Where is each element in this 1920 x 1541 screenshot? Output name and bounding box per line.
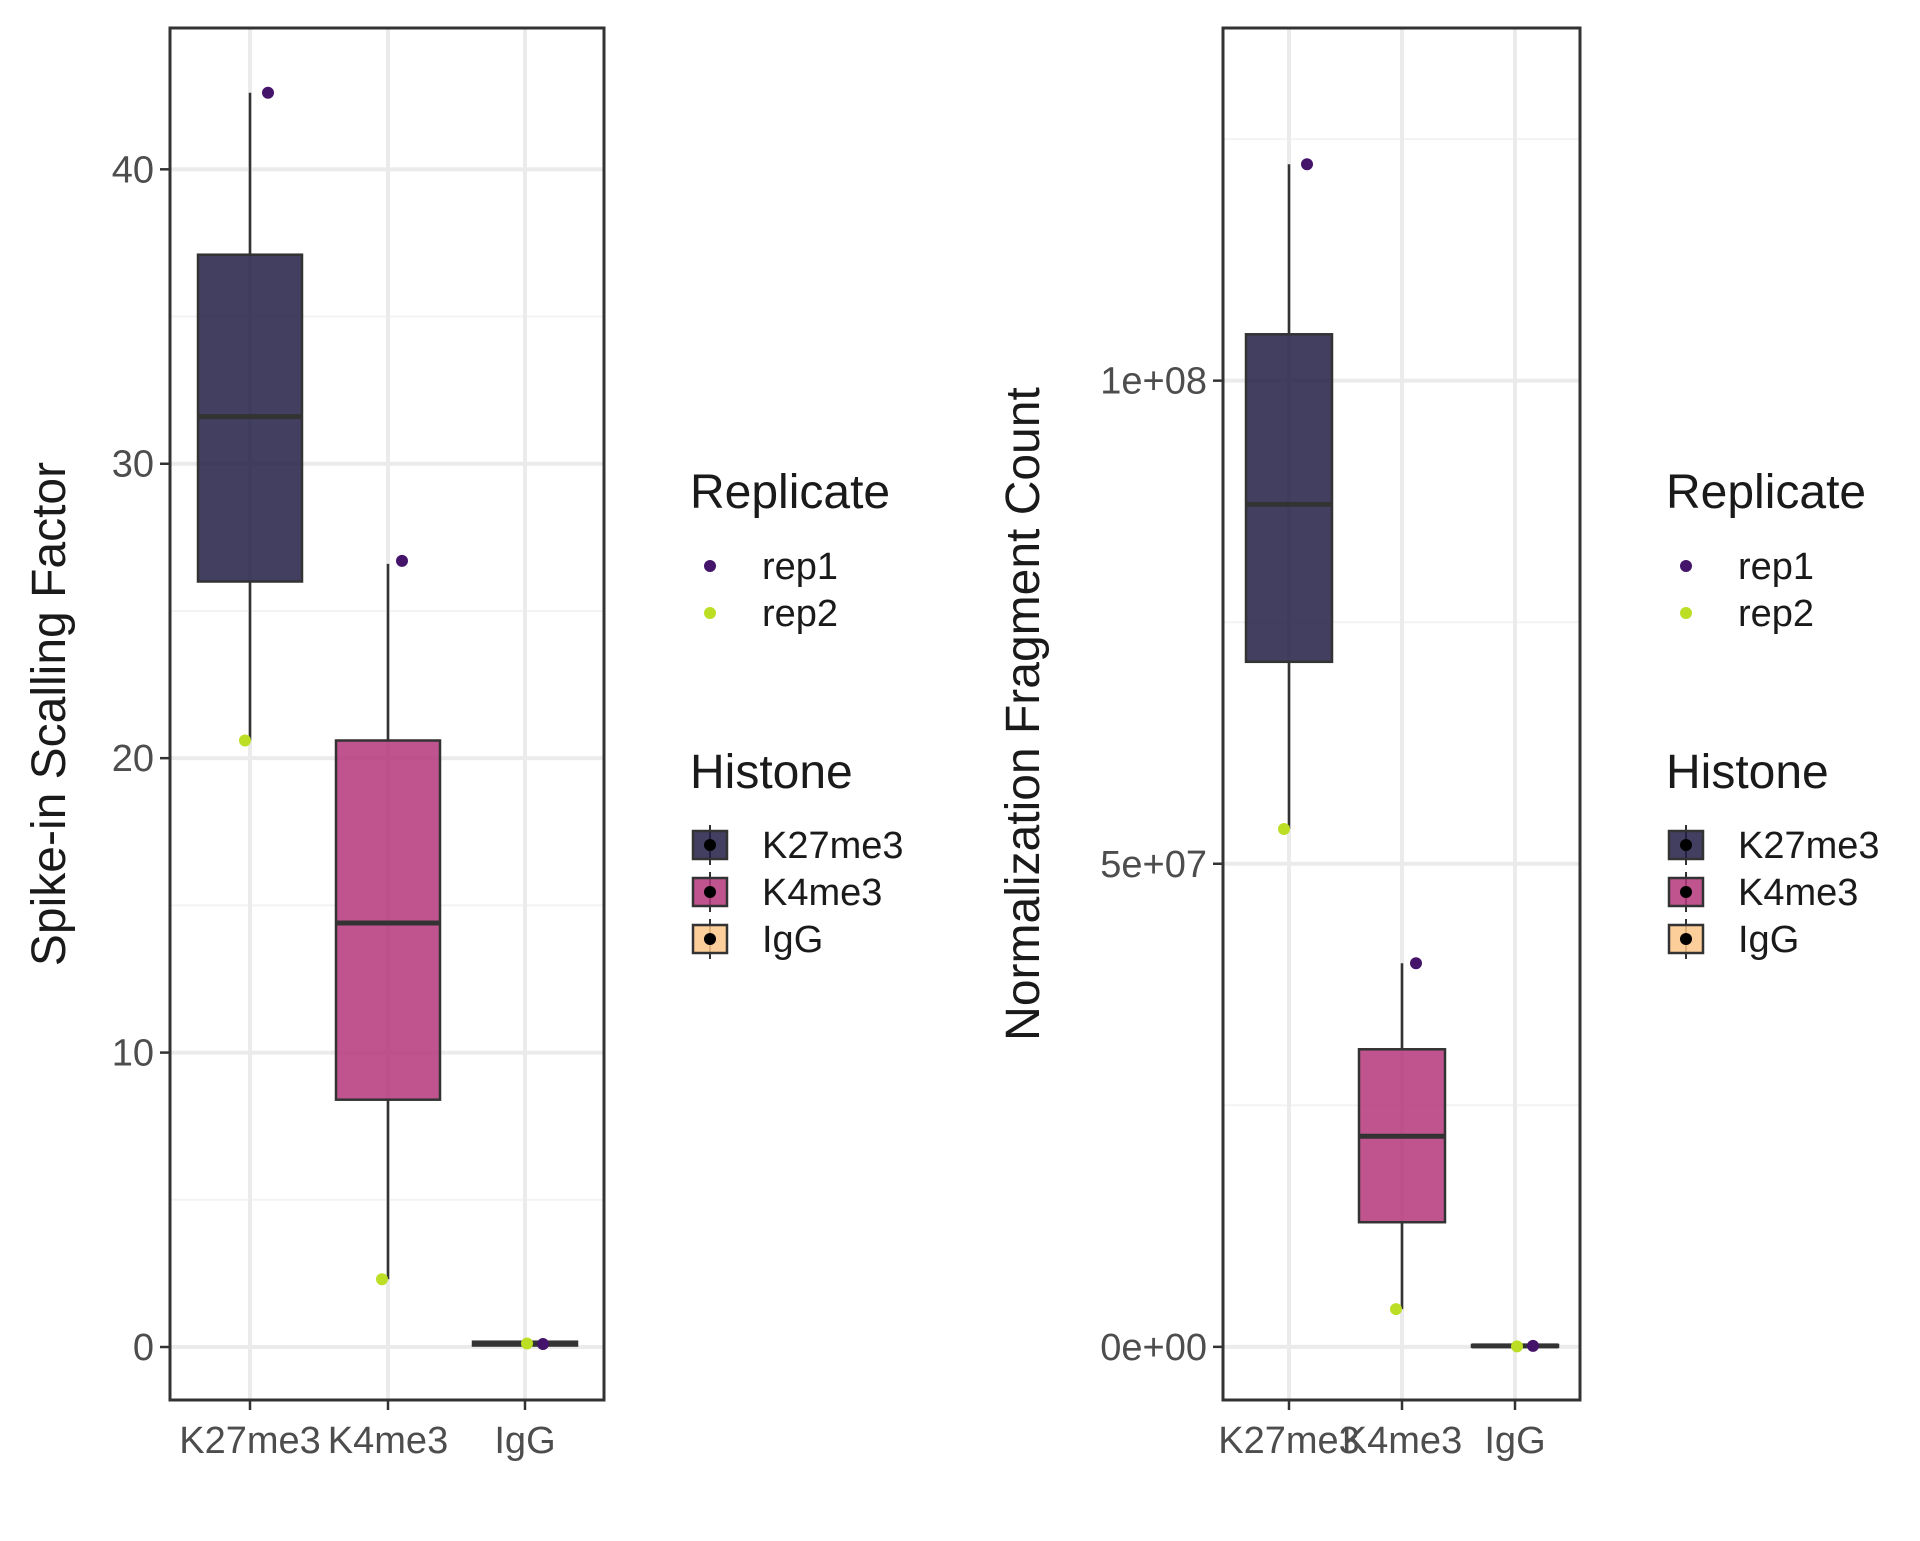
y-tick-label: 0 bbox=[133, 1327, 154, 1369]
y-tick-label: 30 bbox=[112, 444, 154, 486]
box-k27me3 bbox=[1244, 333, 1334, 664]
data-point-rep1 bbox=[1527, 1339, 1539, 1352]
data-point-rep2 bbox=[521, 1337, 533, 1350]
legend-key-rep1 bbox=[704, 560, 716, 572]
data-point-rep2 bbox=[1511, 1340, 1523, 1353]
y-tick-label: 0e+00 bbox=[1100, 1327, 1207, 1369]
legend-label-igg: IgG bbox=[762, 919, 823, 961]
y-tick-label: 40 bbox=[112, 149, 154, 191]
x-tick-label: K27me3 bbox=[1218, 1420, 1360, 1462]
legend-label-k4me3: K4me3 bbox=[762, 872, 882, 914]
legend-key-point bbox=[1680, 933, 1692, 945]
legend-key-point bbox=[704, 886, 716, 898]
legend-title-histone: Histone bbox=[1666, 746, 1829, 799]
data-point-rep1 bbox=[396, 554, 408, 567]
y-tick-label: 10 bbox=[112, 1033, 154, 1075]
legend-label-rep2: rep2 bbox=[1738, 593, 1814, 635]
legend-key-point bbox=[704, 933, 716, 945]
legend-label-igg: IgG bbox=[1738, 919, 1799, 961]
y-tick-label: 1e+08 bbox=[1100, 361, 1207, 403]
legend-label-rep2: rep2 bbox=[762, 593, 838, 635]
y-axis-title: Normalization Fragment Count bbox=[997, 387, 1050, 1041]
legend-title-replicate: Replicate bbox=[1666, 466, 1866, 519]
y-axis-title: Spike-in Scalling Factor bbox=[23, 462, 76, 966]
legend-key-point bbox=[1680, 886, 1692, 898]
x-tick-label: K27me3 bbox=[179, 1420, 321, 1462]
y-tick-label: 5e+07 bbox=[1100, 844, 1207, 886]
legend-key-rep2 bbox=[1680, 607, 1692, 619]
legend-label-k27me3: K27me3 bbox=[762, 825, 904, 867]
legend-key-point bbox=[1680, 839, 1692, 851]
x-tick-label: IgG bbox=[1484, 1420, 1545, 1462]
legend-key-rep2 bbox=[704, 607, 716, 619]
legend-key-point bbox=[704, 839, 716, 851]
legend-label-rep1: rep1 bbox=[1738, 546, 1814, 588]
legend-key-rep1 bbox=[1680, 560, 1692, 572]
legend-label-k27me3: K27me3 bbox=[1738, 825, 1880, 867]
box-k4me3 bbox=[334, 739, 442, 1101]
data-point-rep2 bbox=[376, 1273, 388, 1286]
data-point-rep2 bbox=[239, 734, 251, 747]
legend-title-replicate: Replicate bbox=[690, 466, 890, 519]
legend-label-rep1: rep1 bbox=[762, 546, 838, 588]
legend-label-k4me3: K4me3 bbox=[1738, 872, 1858, 914]
x-tick-label: K4me3 bbox=[328, 1420, 448, 1462]
y-tick-label: 20 bbox=[112, 738, 154, 780]
data-point-rep1 bbox=[537, 1338, 549, 1351]
data-point-rep2 bbox=[1390, 1303, 1402, 1316]
x-tick-label: K4me3 bbox=[1342, 1420, 1462, 1462]
data-point-rep1 bbox=[1301, 158, 1313, 171]
data-point-rep2 bbox=[1278, 822, 1290, 835]
data-point-rep1 bbox=[1410, 957, 1422, 970]
legend-title-histone: Histone bbox=[690, 746, 853, 799]
data-point-rep1 bbox=[262, 86, 274, 99]
x-tick-label: IgG bbox=[494, 1420, 555, 1462]
